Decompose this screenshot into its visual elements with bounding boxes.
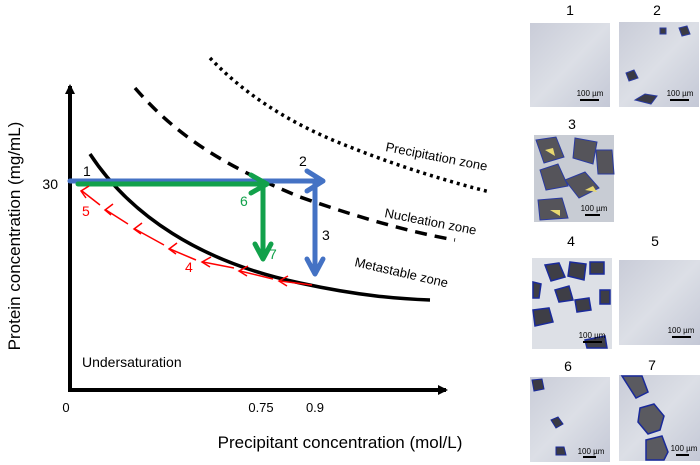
scale-bar — [585, 214, 600, 216]
x-tick-0.75: 0.75 — [248, 400, 273, 415]
red-path — [79, 185, 313, 287]
micrograph-image — [530, 377, 610, 462]
scale-bar — [670, 99, 689, 101]
micrograph-image — [530, 23, 610, 107]
red-arrowheads — [79, 185, 289, 287]
micrograph-4: 4 100 µm — [532, 233, 612, 349]
x-axis-label: Precipitant concentration (mol/L) — [218, 433, 463, 452]
micrograph-label: 6 — [564, 358, 572, 374]
scale-bar-label: 100 µm — [581, 204, 608, 213]
green-arrowhead-down — [252, 241, 274, 262]
scale-bar-label: 100 µm — [671, 444, 698, 453]
solubility-curve — [88, 153, 431, 302]
y-axis-label: Protein concentration (mg/mL) — [5, 122, 24, 351]
x-tick-0: 0 — [62, 400, 69, 415]
crystals — [535, 136, 615, 221]
scale-bar — [583, 341, 602, 343]
blue-arrowhead-right — [304, 168, 326, 194]
scale-bar — [676, 454, 689, 456]
scale-bar-label: 100 µm — [579, 331, 606, 340]
micrograph-image — [619, 260, 700, 345]
blue-arrowhead-down — [304, 256, 326, 277]
micrograph-6: 6 100 µm — [530, 358, 610, 462]
green-path — [75, 172, 274, 262]
scale-bar — [580, 99, 599, 101]
path-label-6: 6 — [240, 193, 248, 209]
scale-bar — [672, 336, 691, 338]
path-label-3: 3 — [322, 227, 330, 243]
metastable-zone-label: Metastable zone — [353, 254, 449, 290]
path-label-2: 2 — [299, 153, 307, 169]
micrograph-2: 2 100 µm — [619, 2, 699, 107]
nucleation-zone-label: Nucleation zone — [383, 205, 477, 238]
precipitation-curve — [208, 56, 491, 194]
red-dilution-arrows — [81, 190, 313, 286]
scale-bar-label: 100 µm — [577, 89, 604, 98]
path-label-5: 5 — [82, 203, 90, 219]
blue-path — [67, 168, 326, 277]
micrograph-label: 7 — [648, 357, 656, 373]
path-label-7: 7 — [269, 246, 277, 262]
micrograph-label: 2 — [653, 2, 661, 18]
undersaturation-label: Undersaturation — [82, 354, 182, 370]
micrograph-7: 7 100 µm — [619, 357, 700, 461]
micrograph-image — [619, 22, 699, 107]
x-tick-0.9: 0.9 — [306, 400, 324, 415]
micrograph-label: 5 — [651, 233, 659, 249]
crystals — [620, 375, 669, 461]
crystals — [531, 378, 567, 456]
scale-bar-label: 100 µm — [667, 89, 694, 98]
path-label-1: 1 — [83, 163, 91, 179]
scale-bar-label: 100 µm — [668, 326, 695, 335]
crystals — [625, 25, 691, 105]
micrograph-label: 3 — [568, 116, 576, 132]
y-tick-30: 30 — [42, 176, 58, 192]
micrograph-1: 1 100 µm — [530, 2, 610, 107]
green-arrowhead-right — [248, 172, 270, 196]
scale-bar — [583, 456, 596, 458]
path-label-4: 4 — [185, 259, 193, 275]
crystals — [532, 261, 611, 349]
micrograph-label: 1 — [566, 2, 574, 18]
micrograph-5: 5 100 µm — [619, 233, 700, 345]
scale-bar-label: 100 µm — [578, 447, 605, 456]
micrograph-3: 3 100 µm — [534, 116, 615, 222]
micrograph-label: 4 — [567, 233, 575, 249]
precipitation-zone-label: Precipitation zone — [384, 139, 488, 173]
